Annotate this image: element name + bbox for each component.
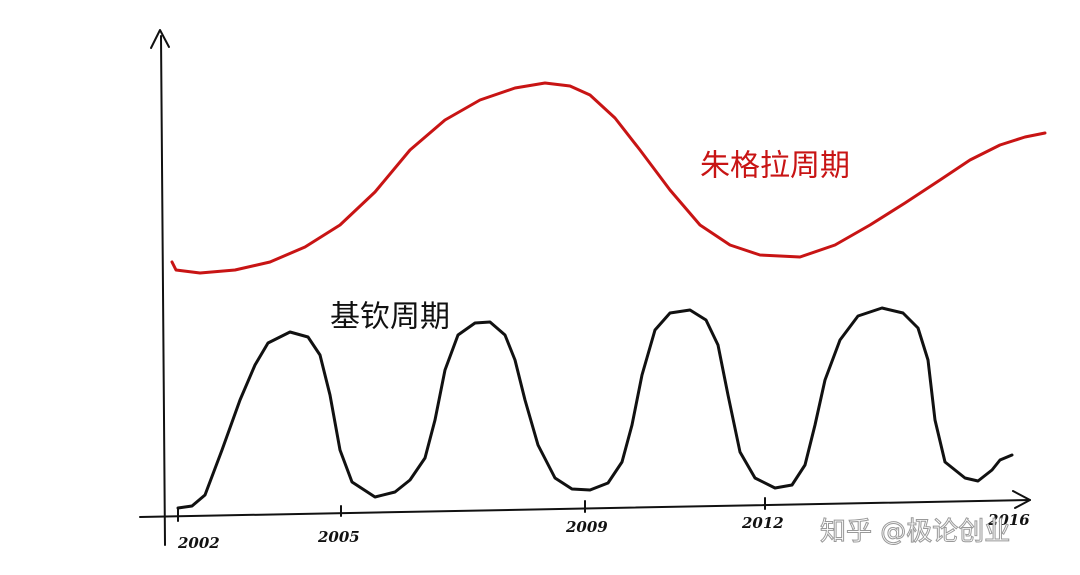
juglar-curve — [170, 81, 1047, 275]
kitchin-curve — [176, 306, 1014, 510]
watermark: 知乎 @极论创业 — [820, 517, 1010, 547]
axes — [139, 29, 1031, 546]
x-tick-label: 2002 — [177, 534, 220, 552]
x-tick-marks — [177, 497, 766, 522]
x-tick-label: 2016 — [987, 511, 1030, 529]
x-arrow — [1012, 490, 1031, 509]
y-axis — [160, 35, 166, 546]
x-tick-label: 2005 — [317, 528, 360, 546]
x-tick-label: 2009 — [565, 518, 608, 536]
y-arrow — [150, 29, 170, 49]
x-tick-label: 2012 — [741, 514, 784, 532]
kitchin-label: 基钦周期 — [330, 300, 450, 335]
juglar-label: 朱格拉周期 — [700, 149, 850, 184]
